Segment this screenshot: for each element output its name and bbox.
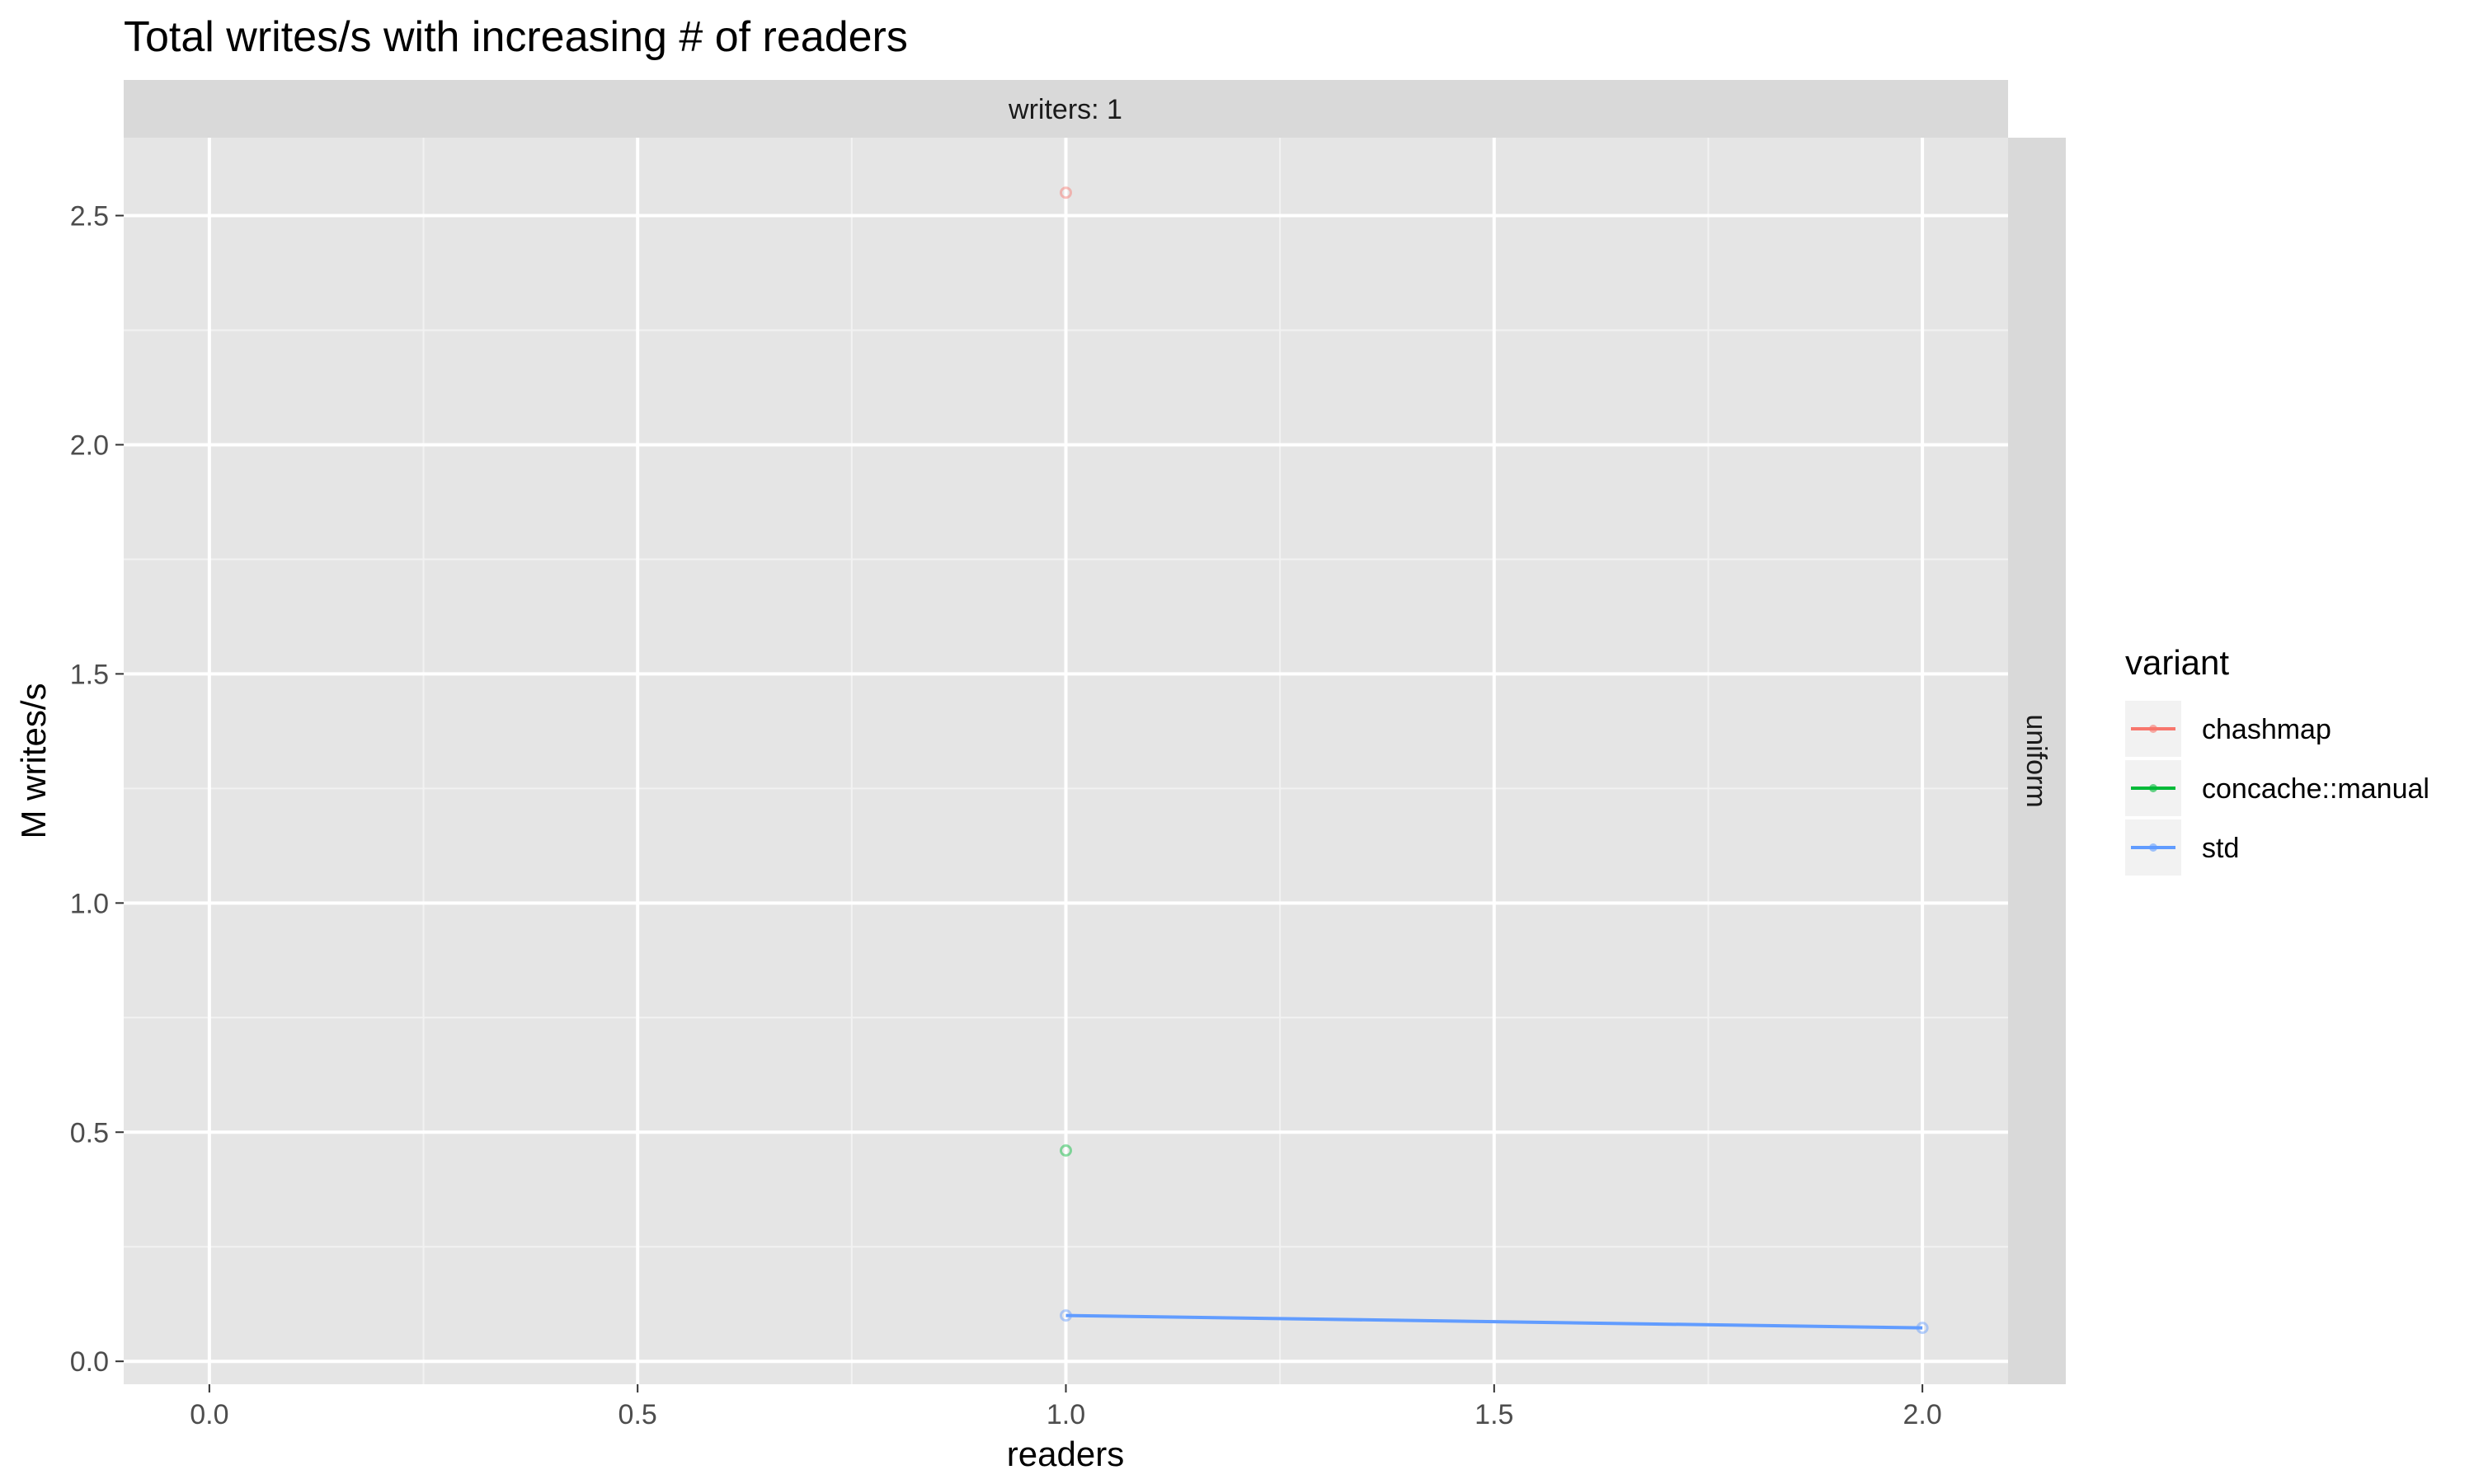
- facet-strip-right-label: uniform: [2020, 714, 2052, 807]
- x-tick-label: 1.5: [1475, 1399, 1513, 1430]
- facet-strip-top-label: writers: 1: [1008, 94, 1122, 125]
- series-std: [1060, 1309, 1929, 1335]
- legend-item-chashmap: chashmap: [2125, 701, 2331, 757]
- legend-key-point: [2149, 725, 2157, 733]
- x-axis-title: readers: [1007, 1435, 1124, 1473]
- y-tick-label: 2.5: [70, 201, 109, 232]
- legend-key-point: [2149, 784, 2157, 792]
- x-tick-label: 0.0: [190, 1399, 228, 1430]
- y-tick-label: 1.5: [70, 659, 109, 690]
- legend-item-concache-manual: concache::manual: [2125, 760, 2429, 816]
- series-concache-manual: [1060, 1144, 1072, 1157]
- chart-title: Total writes/s with increasing # of read…: [124, 13, 908, 61]
- data-point-concache-manual: [1060, 1144, 1072, 1157]
- facet-strip-top: [124, 80, 2008, 138]
- y-tick-label: 0.5: [70, 1117, 109, 1148]
- legend-label: chashmap: [2202, 714, 2331, 745]
- data-point-std: [1916, 1322, 1929, 1335]
- legend-label: std: [2202, 833, 2239, 864]
- series-line-std: [1065, 1313, 1923, 1330]
- x-tick-label: 0.5: [618, 1399, 657, 1430]
- y-tick-label: 2.0: [70, 430, 109, 461]
- legend-label: concache::manual: [2202, 773, 2429, 805]
- legend-key-point: [2149, 843, 2157, 852]
- series-chashmap: [1060, 186, 1072, 200]
- y-tick-label: 1.0: [70, 888, 109, 919]
- data-point-chashmap: [1060, 186, 1072, 200]
- legend-item-std: std: [2125, 819, 2239, 876]
- grid-major: [124, 138, 2008, 1384]
- data-point-std: [1060, 1309, 1072, 1322]
- y-tick-label: 0.0: [70, 1346, 109, 1378]
- series-layer: [1060, 186, 1929, 1335]
- legend-title: variant: [2125, 643, 2229, 682]
- facet-strip-right: [2008, 138, 2066, 1384]
- y-axis-title: M writes/s: [14, 683, 53, 839]
- x-tick-label: 1.0: [1047, 1399, 1085, 1430]
- x-axis: 0.0 0.5 1.0 1.5 2.0: [190, 1384, 1942, 1430]
- x-tick-label: 2.0: [1903, 1399, 1942, 1430]
- y-axis: 0.0 0.5 1.0 1.5 2.0 2.5: [70, 201, 124, 1378]
